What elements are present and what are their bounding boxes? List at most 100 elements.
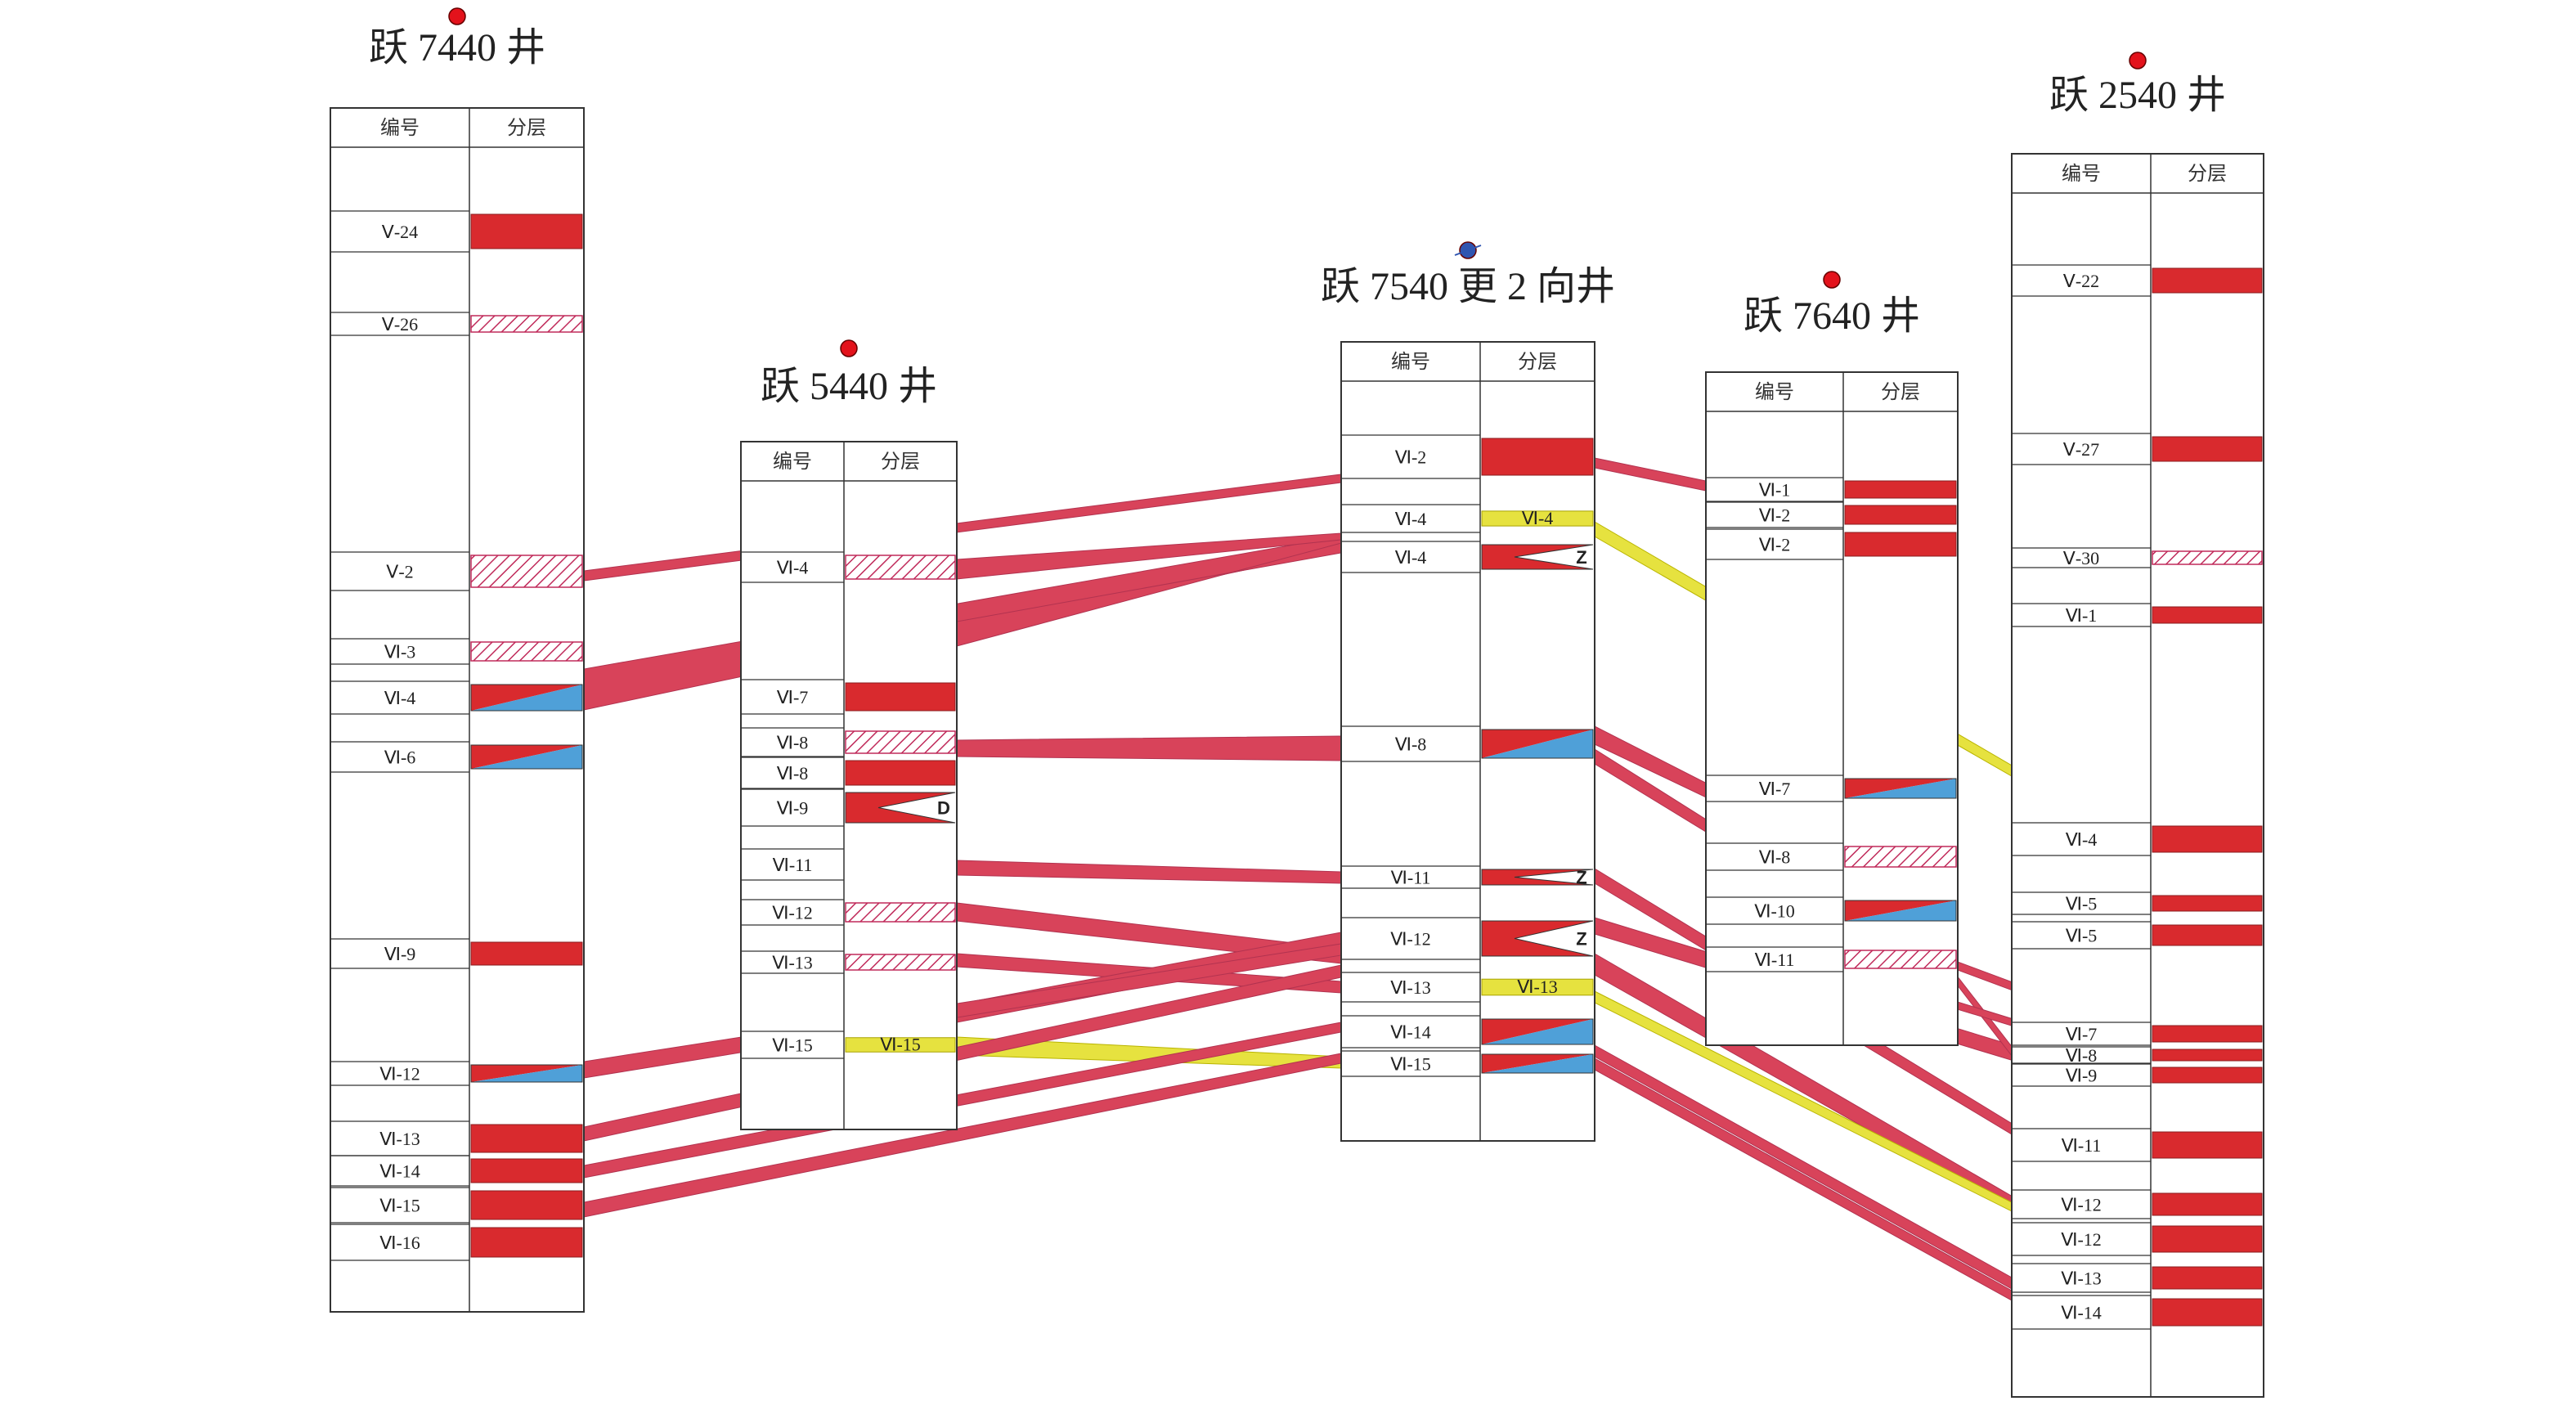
layer-code-label: Ⅵ-7 bbox=[1759, 779, 1791, 799]
layer-fill-red bbox=[845, 682, 956, 712]
header-code: 编号 bbox=[1391, 351, 1430, 373]
layer-fill-red bbox=[2152, 1192, 2263, 1216]
layer-fill-red bbox=[1844, 505, 1957, 525]
layer-fill-red bbox=[470, 1158, 583, 1183]
layer-row: Ⅴ-2 bbox=[330, 551, 583, 591]
layer-code-label: Ⅵ-8 bbox=[777, 733, 809, 753]
layer-code-label: Ⅵ-6 bbox=[384, 748, 416, 768]
layer-code-label: Ⅵ-12 bbox=[379, 1064, 420, 1084]
layer-fill-red bbox=[2152, 606, 2263, 624]
layer-fill-outline bbox=[1481, 729, 1594, 759]
layer-row: Ⅴ-22 bbox=[2012, 264, 2263, 297]
layer-fill-hatch bbox=[845, 902, 956, 923]
well-title-group: 跃 7540 更 2 向井 bbox=[1321, 241, 1615, 308]
layer-fill-red bbox=[2152, 436, 2263, 462]
layer-row: Ⅵ-8 bbox=[1341, 725, 1594, 762]
pinchout-mark: Z bbox=[1576, 929, 1586, 950]
layer-code-label: Ⅵ-2 bbox=[1759, 505, 1791, 526]
layer-row: Ⅵ-9 bbox=[330, 938, 583, 969]
layer-code-label: Ⅵ-15 bbox=[379, 1196, 420, 1216]
layer-row: Ⅵ-14 bbox=[1341, 1015, 1594, 1049]
layer-row: Ⅵ-7 bbox=[2012, 1022, 2263, 1046]
layer-fill-hatch bbox=[470, 315, 583, 333]
pinchout-mark: Z bbox=[1576, 547, 1586, 568]
layer-fill-pinchout bbox=[1481, 544, 1594, 570]
header-code: 编号 bbox=[2062, 163, 2101, 185]
layer-code-label: Ⅵ-11 bbox=[1755, 950, 1795, 970]
layer-row: Ⅴ-30 bbox=[2012, 547, 2263, 568]
well-columns: 编号 分层Ⅴ-24Ⅴ-26Ⅴ-2Ⅵ-3Ⅵ-4Ⅵ-6Ⅵ-9Ⅵ-12Ⅵ-13Ⅵ-14Ⅵ… bbox=[330, 107, 2264, 1398]
layer-fill-red bbox=[2152, 267, 2263, 294]
layer-row: Ⅵ-11 bbox=[1706, 946, 1957, 972]
layer-fill-outline bbox=[470, 684, 583, 712]
layer-row: Ⅵ-2 bbox=[1706, 528, 1957, 560]
well-column-w7440: 编号 分层 Ⅴ-24 Ⅴ-26 Ⅴ-2 Ⅵ-3 Ⅵ-4 Ⅵ-6 Ⅵ-9 Ⅵ-12 Ⅵ-13 Ⅵ-14 Ⅵ… bbox=[330, 107, 585, 1313]
layer-inner-label: Ⅵ-4 bbox=[1522, 508, 1554, 528]
well-frame bbox=[1705, 371, 1959, 1046]
layer-fill-hatch bbox=[845, 555, 956, 580]
layer-code-label: Ⅵ-13 bbox=[772, 953, 813, 973]
layer-row: Ⅴ-24 bbox=[330, 210, 583, 253]
layer-row: Ⅵ-12 bbox=[2012, 1189, 2263, 1219]
layer-fill-pinchout bbox=[845, 792, 956, 824]
layer-row: Ⅵ-2 bbox=[1706, 501, 1957, 528]
layer-row: Ⅵ-5 bbox=[2012, 921, 2263, 950]
layer-fill-red bbox=[2152, 825, 2263, 853]
layer-fill-blue-part bbox=[1845, 779, 1956, 798]
layer-code-label: Ⅵ-1 bbox=[1759, 480, 1791, 501]
layer-code-label: Ⅵ-4 bbox=[1395, 509, 1427, 529]
layer-fill-hatch bbox=[845, 954, 956, 971]
layer-code-label: Ⅵ-13 bbox=[1390, 977, 1431, 998]
layer-row: Ⅵ-15 Ⅵ-15 bbox=[741, 1031, 956, 1059]
well-column-w7640: 编号 分层 Ⅵ-1 Ⅵ-2 Ⅵ-2 Ⅵ-7 Ⅵ-8 Ⅵ-10 Ⅵ-11 bbox=[1705, 371, 1959, 1046]
layer-fill-outline bbox=[470, 744, 583, 770]
layer-code-label: Ⅴ-30 bbox=[2063, 548, 2099, 568]
directional-tick bbox=[1454, 245, 1482, 256]
layer-fill-outline bbox=[470, 1064, 583, 1083]
layer-code-label: Ⅵ-9 bbox=[777, 798, 809, 819]
layer-inner-label: Ⅵ-15 bbox=[880, 1035, 921, 1055]
layer-row: Ⅵ-11 bbox=[2012, 1128, 2263, 1162]
layer-fill-blue-part bbox=[471, 685, 582, 711]
well-column-w2540: 编号 分层 Ⅴ-22 Ⅴ-27 Ⅴ-30 Ⅵ-1 Ⅵ-4 Ⅵ-5 Ⅵ-5 Ⅵ-7Ⅵ-8Ⅵ-9 Ⅵ-1… bbox=[2011, 153, 2264, 1398]
layer-row: Ⅵ-8 bbox=[2012, 1045, 2263, 1066]
layer-row: Ⅵ-11 bbox=[741, 848, 844, 881]
layer-row: Ⅵ-12 bbox=[2012, 1222, 2263, 1256]
layer-code-label: Ⅵ-14 bbox=[2061, 1303, 2102, 1323]
layer-row: Ⅵ-15 bbox=[330, 1187, 583, 1224]
well-marker-icon bbox=[448, 7, 466, 25]
layer-row: Ⅵ-13 bbox=[330, 1120, 583, 1156]
layer-code-label: Ⅵ-16 bbox=[379, 1233, 420, 1253]
layer-row: Ⅵ-14 bbox=[330, 1155, 583, 1187]
layer-row: Ⅵ-13 bbox=[741, 950, 956, 974]
layer-code-label: Ⅴ-24 bbox=[382, 222, 418, 242]
well-title-group: 跃 2540 井 bbox=[2049, 52, 2226, 117]
layer-fill-red bbox=[2152, 1049, 2263, 1062]
layer-fill-blue-part bbox=[471, 1065, 582, 1082]
layer-fill-hatch bbox=[845, 730, 956, 754]
well-marker-icon bbox=[2129, 52, 2147, 70]
layer-code-label: Ⅵ-12 bbox=[2061, 1229, 2102, 1250]
layer-code-label: Ⅴ-2 bbox=[386, 562, 413, 582]
layer-fill-outline bbox=[1481, 1053, 1594, 1074]
layer-row: Ⅵ-9 bbox=[2012, 1063, 2263, 1087]
layer-row: Ⅴ-26 bbox=[330, 312, 583, 336]
layer-row: Ⅵ-4 Ⅵ-4 bbox=[1341, 504, 1594, 533]
layer-row: Ⅵ-7 bbox=[741, 679, 956, 715]
layer-code-label: Ⅵ-5 bbox=[2066, 894, 2098, 914]
layer-code-label: Ⅵ-10 bbox=[1754, 901, 1795, 922]
layer-row: Ⅵ-4 Z bbox=[1341, 541, 1594, 573]
layer-row: Ⅵ-4 bbox=[330, 680, 583, 715]
layer-row: Ⅵ-8 bbox=[1706, 842, 1957, 871]
layer-code-label: Ⅵ-12 bbox=[2061, 1195, 2102, 1215]
layer-fill-red bbox=[470, 213, 583, 249]
layer-fill-blue-part bbox=[1482, 730, 1593, 758]
layer-fill-red bbox=[470, 1227, 583, 1258]
layer-fill-yellow bbox=[1481, 510, 1594, 527]
well-title: 跃 7440 井 bbox=[369, 26, 545, 70]
layer-fill-hatch bbox=[1844, 846, 1957, 868]
layer-fill-hatch bbox=[1844, 950, 1957, 969]
layer-row: Ⅵ-16 bbox=[330, 1224, 583, 1261]
